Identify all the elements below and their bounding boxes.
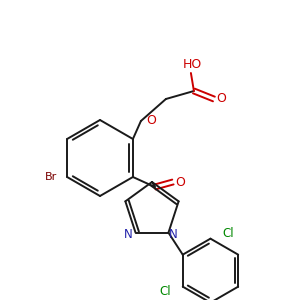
- Text: O: O: [175, 176, 185, 188]
- Text: N: N: [169, 228, 178, 241]
- Text: N: N: [124, 228, 133, 241]
- Text: Cl: Cl: [223, 227, 234, 240]
- Text: O: O: [216, 92, 226, 106]
- Text: Br: Br: [45, 172, 57, 182]
- Text: HO: HO: [182, 58, 202, 71]
- Text: O: O: [146, 113, 156, 127]
- Text: Cl: Cl: [159, 285, 171, 298]
